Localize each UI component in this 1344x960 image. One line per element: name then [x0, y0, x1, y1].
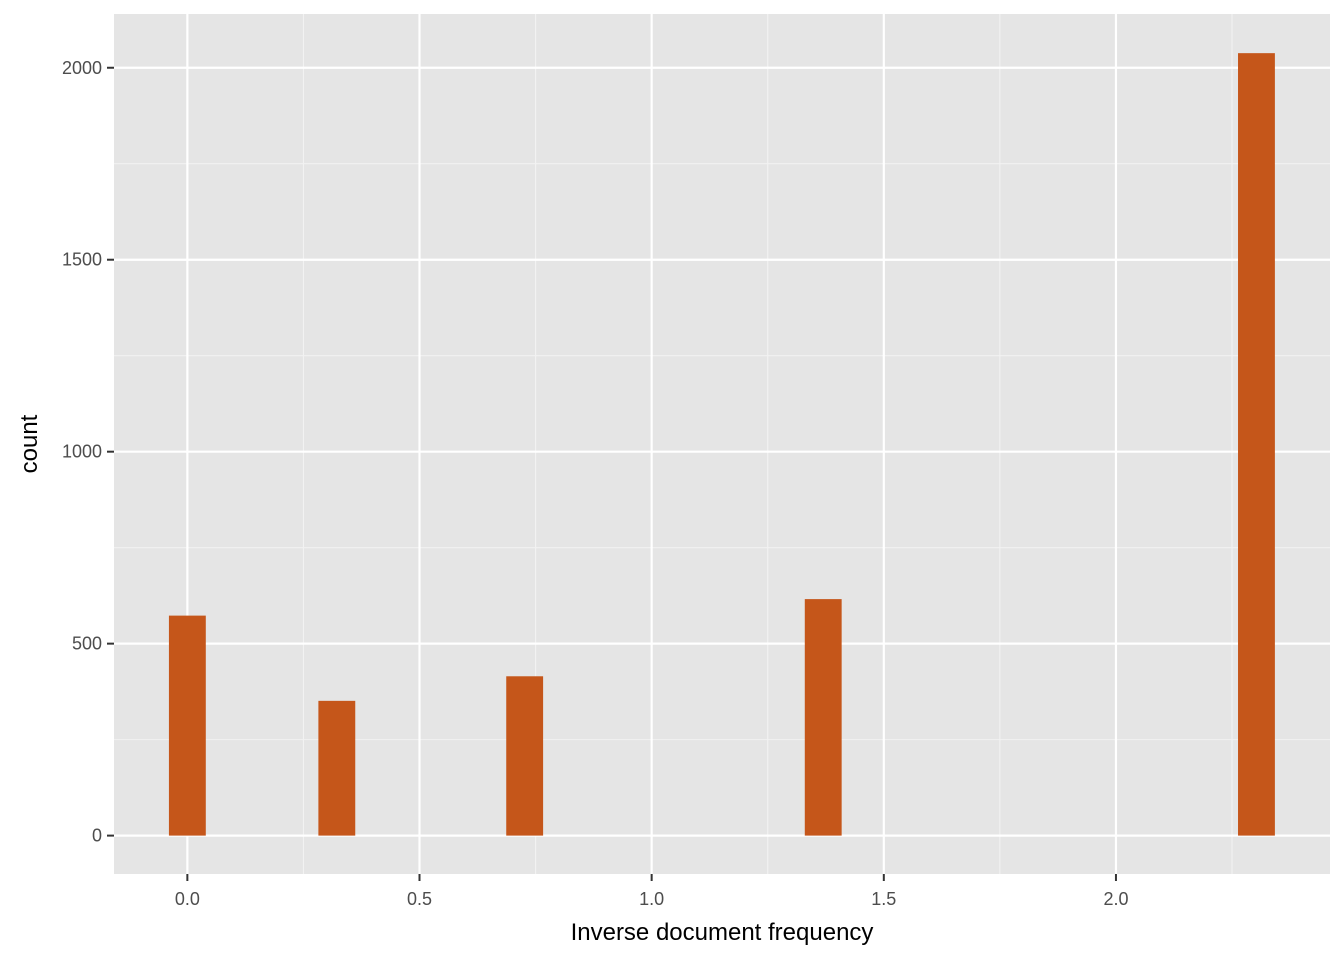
y-tick-label: 1000 — [62, 442, 102, 462]
y-tick-label: 500 — [72, 634, 102, 654]
y-axis-ticks: 0 500 1000 1500 2000 — [62, 58, 114, 846]
histogram-bar — [506, 676, 544, 836]
y-axis-title: count — [16, 414, 43, 473]
y-tick-label: 1500 — [62, 250, 102, 270]
x-tick-label: 1.5 — [871, 889, 896, 909]
x-axis-title: Inverse document frequency — [571, 919, 874, 946]
x-tick-label: 1.0 — [639, 889, 664, 909]
histogram-bar — [168, 615, 206, 836]
y-tick-label: 2000 — [62, 58, 102, 78]
y-tick-label: 0 — [92, 826, 102, 846]
x-axis-ticks: 0.0 0.5 1.0 1.5 2.0 — [175, 874, 1128, 909]
histogram-bar — [804, 599, 842, 836]
x-tick-label: 0.5 — [407, 889, 432, 909]
histogram-bar — [1238, 53, 1275, 836]
minor-gridlines — [114, 14, 1330, 874]
x-tick-label: 0.0 — [175, 889, 200, 909]
x-tick-label: 2.0 — [1103, 889, 1128, 909]
plot-panel — [114, 14, 1330, 874]
major-gridlines — [114, 14, 1330, 874]
histogram-bar — [318, 700, 356, 836]
histogram-bars — [168, 53, 1275, 836]
